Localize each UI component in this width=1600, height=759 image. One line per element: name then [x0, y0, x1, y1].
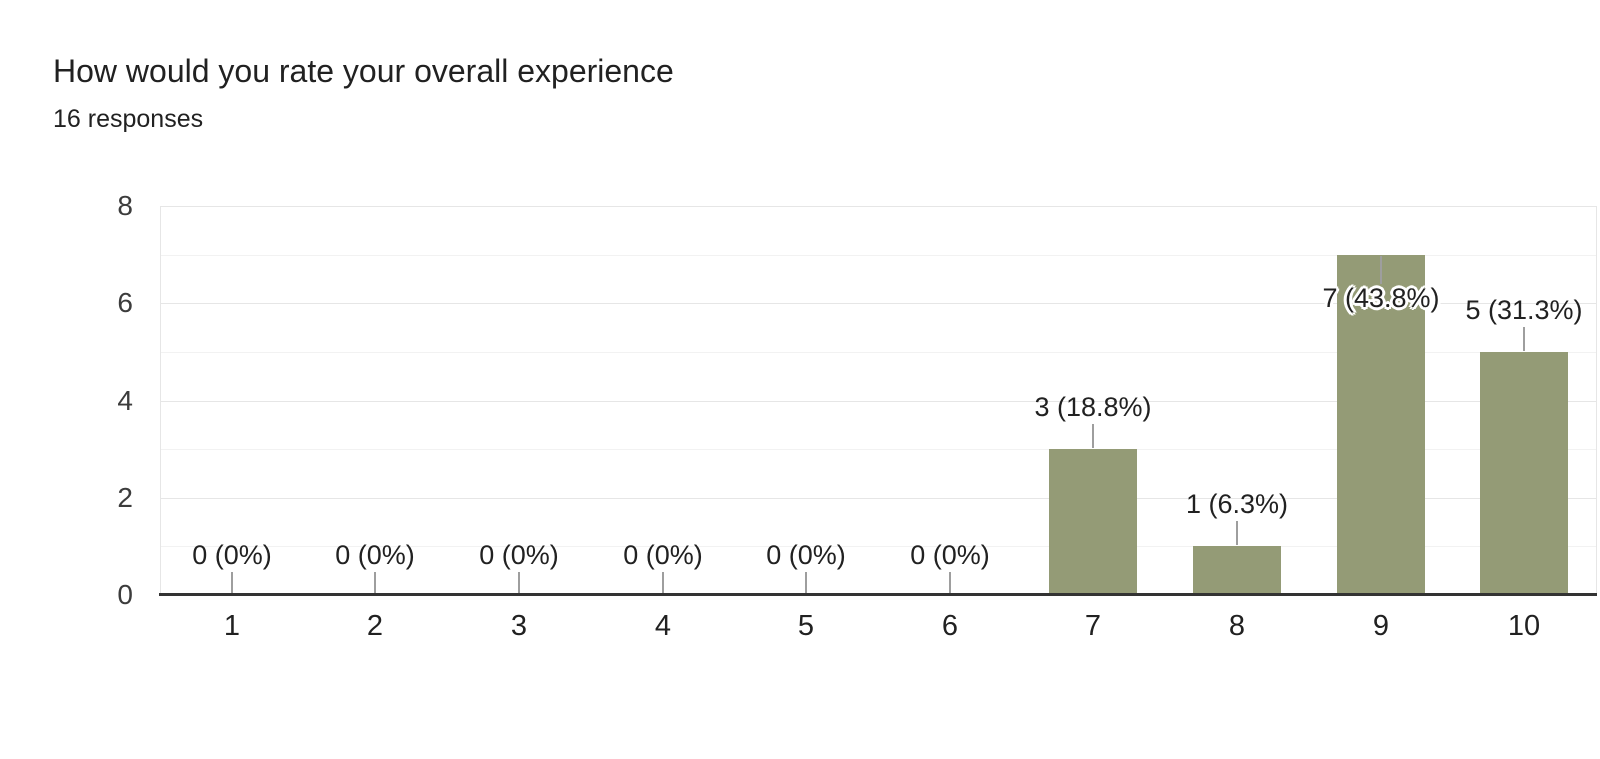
- x-axis-tick-label: 7: [1084, 610, 1102, 642]
- annotation-leader-line: [231, 572, 233, 593]
- x-axis-tick-label: 6: [941, 610, 959, 642]
- annotation-leader-line: [1523, 327, 1525, 351]
- bar-value-annotation: 7 (43.8%): [1322, 283, 1440, 313]
- plot-left-border: [160, 206, 161, 595]
- minor-gridline: [160, 352, 1596, 353]
- y-axis-tick-label: 0: [117, 579, 133, 610]
- major-gridline: [160, 303, 1596, 304]
- annotation-leader-line: [805, 572, 807, 593]
- bar-value-annotation: 0 (0%): [766, 540, 846, 570]
- annotation-leader-line: [662, 572, 664, 593]
- chart-title: How would you rate your overall experien…: [53, 53, 674, 89]
- bar-rating-7[interactable]: [1049, 449, 1137, 593]
- x-axis-tick-label: 8: [1228, 610, 1246, 642]
- x-axis-tick-label: 9: [1372, 610, 1390, 642]
- major-gridline: [160, 401, 1596, 402]
- response-count: 16 responses: [53, 105, 204, 133]
- annotation-leader-line: [1380, 256, 1382, 284]
- annotation-leader-line: [949, 572, 951, 593]
- x-axis-tick-label: 3: [510, 610, 528, 642]
- y-axis-tick-label: 4: [117, 385, 133, 416]
- plot-right-border: [1596, 206, 1597, 595]
- annotation-leader-line: [1236, 521, 1238, 545]
- bar-value-annotation: 5 (31.3%): [1465, 295, 1583, 325]
- x-axis-tick-label: 4: [654, 610, 672, 642]
- x-axis-tick-label: 10: [1507, 610, 1541, 642]
- major-gridline: [160, 498, 1596, 499]
- annotation-leader-line: [1092, 424, 1094, 448]
- minor-gridline: [160, 255, 1596, 256]
- major-gridline: [160, 206, 1596, 207]
- bar-value-annotation: 1 (6.3%): [1185, 489, 1289, 519]
- bar-rating-8[interactable]: [1193, 546, 1281, 593]
- bar-rating-9[interactable]: [1337, 255, 1425, 593]
- x-axis-baseline: [159, 593, 1597, 596]
- x-axis-tick-label: 1: [223, 610, 241, 642]
- bar-value-annotation: 0 (0%): [335, 540, 415, 570]
- annotation-leader-line: [518, 572, 520, 593]
- bar-value-annotation: 0 (0%): [910, 540, 990, 570]
- x-axis-tick-label: 5: [797, 610, 815, 642]
- x-axis-tick-label: 2: [366, 610, 384, 642]
- bar-value-annotation: 0 (0%): [623, 540, 703, 570]
- bar-value-annotation: 0 (0%): [192, 540, 272, 570]
- minor-gridline: [160, 546, 1596, 547]
- bar-rating-10[interactable]: [1480, 352, 1568, 593]
- bar-value-annotation: 0 (0%): [479, 540, 559, 570]
- y-axis-tick-label: 8: [117, 190, 133, 221]
- y-axis-tick-label: 6: [117, 287, 133, 318]
- bar-value-annotation: 3 (18.8%): [1034, 392, 1152, 422]
- minor-gridline: [160, 449, 1596, 450]
- annotation-leader-line: [374, 572, 376, 593]
- y-axis-tick-label: 2: [117, 482, 133, 513]
